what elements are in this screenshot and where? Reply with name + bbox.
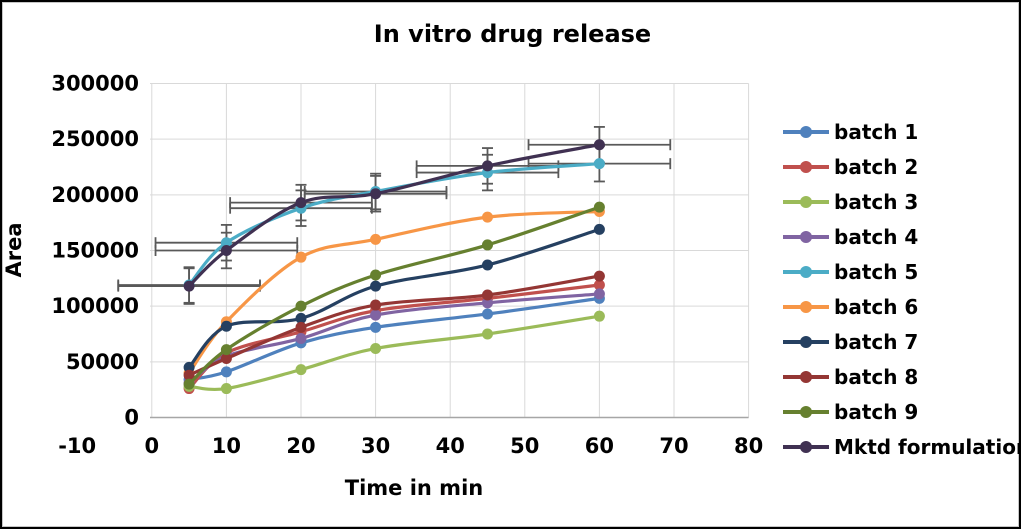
legend-line-sample [783, 305, 829, 309]
x-tick-label: 40 [436, 434, 465, 458]
chart-window: In vitro drug release 050000100000150000… [0, 0, 1021, 529]
legend-label: batch 8 [834, 365, 918, 389]
x-tick-label: 0 [144, 434, 159, 458]
x-tick-label: 70 [659, 434, 688, 458]
series-marker-batch-9 [370, 269, 381, 280]
x-tick-label: 20 [286, 434, 315, 458]
legend-marker-sample [800, 371, 812, 383]
series-marker-batch-9 [594, 202, 605, 213]
x-tick-label: 50 [510, 434, 539, 458]
series-marker-batch-1 [370, 322, 381, 333]
legend-line-sample [783, 340, 829, 344]
legend: batch 1 batch 2 batch 3 batch 4 batch 5 batch… [783, 114, 1021, 464]
legend-line-sample [783, 165, 829, 169]
y-tick-label: 50000 [66, 350, 139, 374]
legend-label: batch 4 [834, 225, 918, 249]
series-marker-batch-7 [594, 224, 605, 235]
series-marker-batch-3 [296, 364, 307, 375]
legend-line-sample [783, 270, 829, 274]
y-tick-label: 250000 [51, 127, 139, 151]
series-marker-Mktd-formulation [594, 139, 605, 150]
series-marker-batch-9 [482, 239, 493, 250]
series-marker-Mktd-formulation [221, 245, 232, 256]
series-marker-batch-6 [482, 212, 493, 223]
legend-item-batch-9: batch 9 [783, 394, 1021, 429]
series-line-batch-5 [189, 164, 599, 285]
x-tick-label: -10 [58, 434, 96, 458]
series-marker-batch-4 [594, 288, 605, 299]
legend-item-batch-6: batch 6 [783, 289, 1021, 324]
y-tick-label: 100000 [51, 294, 139, 318]
legend-label: batch 7 [834, 330, 918, 354]
legend-marker-sample [800, 266, 812, 278]
series-marker-batch-9 [296, 301, 307, 312]
x-axis-title: Time in min [78, 476, 750, 500]
x-tick-label: 60 [585, 434, 614, 458]
series-marker-batch-9 [221, 344, 232, 355]
legend-item-Mktd-formulation: Mktd formulation [783, 429, 1021, 464]
legend-label: batch 5 [834, 260, 918, 284]
series-marker-Mktd-formulation [370, 188, 381, 199]
series-marker-batch-3 [594, 311, 605, 322]
series-marker-batch-3 [221, 383, 232, 394]
legend-line-sample [783, 235, 829, 239]
legend-label: batch 2 [834, 155, 918, 179]
series-marker-Mktd-formulation [296, 197, 307, 208]
series-marker-batch-5 [594, 158, 605, 169]
legend-marker-sample [800, 441, 812, 453]
legend-item-batch-1: batch 1 [783, 114, 1021, 149]
series-line-batch-3 [189, 316, 599, 389]
series-marker-batch-8 [296, 322, 307, 333]
y-tick-label: 150000 [51, 239, 139, 263]
series-marker-batch-3 [482, 329, 493, 340]
legend-item-batch-8: batch 8 [783, 359, 1021, 394]
series-marker-batch-8 [594, 271, 605, 282]
series-marker-Mktd-formulation [482, 160, 493, 171]
legend-line-sample [783, 445, 829, 449]
series-marker-batch-8 [370, 300, 381, 311]
series-marker-batch-1 [482, 308, 493, 319]
y-tick-label: 300000 [51, 72, 139, 96]
legend-label: batch 3 [834, 190, 918, 214]
series-marker-batch-1 [221, 366, 232, 377]
series-marker-batch-4 [370, 310, 381, 321]
legend-label: batch 9 [834, 400, 918, 424]
series-marker-batch-6 [370, 234, 381, 245]
legend-label: batch 1 [834, 120, 918, 144]
series-line-batch-2 [189, 285, 599, 389]
series-marker-batch-7 [370, 281, 381, 292]
series-marker-batch-7 [221, 321, 232, 332]
legend-item-batch-5: batch 5 [783, 254, 1021, 289]
legend-item-batch-2: batch 2 [783, 149, 1021, 184]
x-tick-label: 30 [361, 434, 390, 458]
series-marker-batch-6 [296, 252, 307, 263]
legend-marker-sample [800, 406, 812, 418]
legend-marker-sample [800, 196, 812, 208]
x-tick-label: 10 [212, 434, 241, 458]
legend-item-batch-4: batch 4 [783, 219, 1021, 254]
series-marker-batch-3 [370, 343, 381, 354]
legend-line-sample [783, 375, 829, 379]
legend-marker-sample [800, 126, 812, 138]
legend-item-batch-3: batch 3 [783, 184, 1021, 219]
series-marker-batch-9 [184, 379, 195, 390]
series-marker-batch-8 [482, 290, 493, 301]
legend-label: Mktd formulation [834, 435, 1021, 459]
legend-line-sample [783, 200, 829, 204]
legend-marker-sample [800, 336, 812, 348]
legend-item-batch-7: batch 7 [783, 324, 1021, 359]
legend-line-sample [783, 130, 829, 134]
series-marker-Mktd-formulation [184, 281, 195, 292]
legend-label: batch 6 [834, 295, 918, 319]
y-axis-title: Area [2, 160, 26, 340]
y-tick-label: 0 [124, 406, 139, 430]
series-marker-batch-7 [482, 259, 493, 270]
x-tick-label: 80 [734, 434, 763, 458]
legend-line-sample [783, 410, 829, 414]
legend-marker-sample [800, 161, 812, 173]
legend-marker-sample [800, 231, 812, 243]
series-marker-batch-4 [296, 333, 307, 344]
legend-marker-sample [800, 301, 812, 313]
y-tick-label: 200000 [51, 183, 139, 207]
